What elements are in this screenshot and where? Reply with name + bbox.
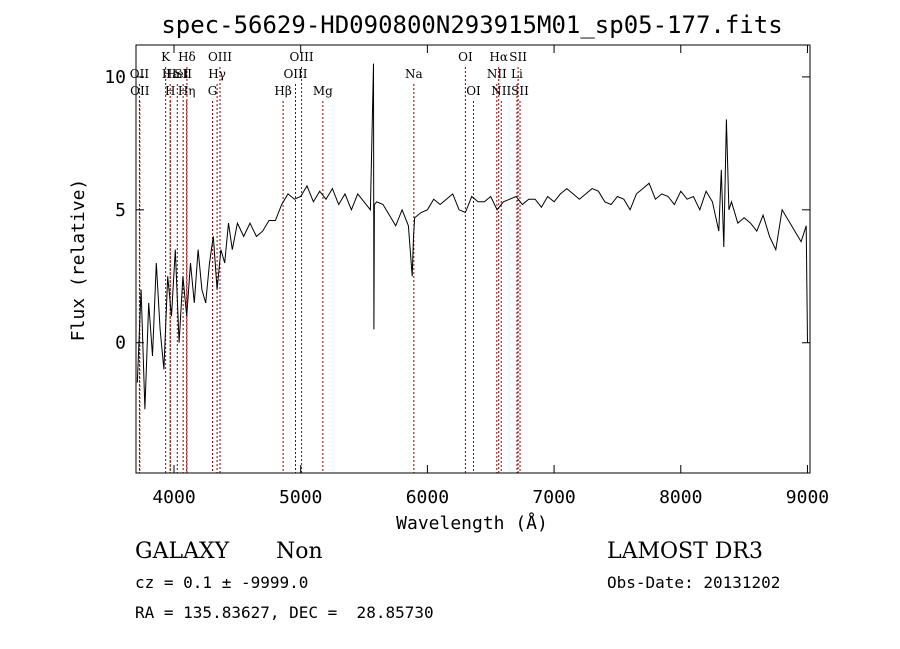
line-marker-label: OIII: [208, 50, 232, 64]
line-marker-label: Hβ: [274, 84, 291, 98]
line-marker-label: OIII: [290, 50, 314, 64]
y-tick-label: 10: [104, 67, 126, 88]
line-marker-label: OI: [466, 84, 481, 98]
line-marker-label: NII: [491, 84, 511, 98]
line-marker-label: Hη: [178, 84, 196, 98]
line-marker-label: Hγ: [208, 67, 226, 81]
obs-date: Obs-Date: 20131202: [607, 573, 781, 592]
object-subclass: Non: [276, 539, 323, 564]
x-axis-ticks: 4000 5000 6000 7000 8000 9000: [152, 45, 829, 508]
line-marker-label: OII: [130, 84, 150, 98]
x-tick-label: 5000: [279, 487, 322, 508]
chart-title: spec-56629-HD090800N293915M01_sp05-177.f…: [161, 11, 782, 39]
line-marker-label: OI: [458, 50, 473, 64]
x-tick-label: 8000: [659, 487, 702, 508]
line-marker-label: SII: [174, 67, 192, 81]
line-marker-label: Li: [511, 67, 523, 81]
coordinates-line: RA = 135.83627, DEC = 28.85730: [135, 603, 434, 622]
line-marker-label: Mg: [313, 84, 333, 98]
line-marker-label: NII: [487, 67, 507, 81]
line-marker-label: Hα: [489, 50, 508, 64]
y-tick-label: 0: [115, 333, 126, 354]
line-marker-label: HeI: [166, 67, 189, 81]
x-tick-label: 6000: [406, 487, 449, 508]
line-marker-label: Hε: [162, 67, 179, 81]
line-marker-label: K: [161, 50, 171, 64]
plot-frame: [135, 44, 811, 474]
line-marker-label: H: [165, 84, 175, 98]
line-marker-label: OII: [130, 67, 150, 81]
line-marker-label: SII: [511, 84, 529, 98]
line-marker-label: SII: [509, 50, 527, 64]
line-markers: [138, 67, 521, 473]
line-marker-label: OIII: [283, 67, 307, 81]
x-tick-label: 7000: [532, 487, 575, 508]
y-tick-label: 5: [115, 200, 126, 221]
y-axis-ticks: 0 5 10: [104, 67, 810, 354]
line-marker-label: Hδ: [178, 50, 196, 64]
x-tick-label: 9000: [786, 487, 829, 508]
x-axis-label: Wavelength (Å): [396, 512, 548, 534]
line-marker-label: Na: [405, 67, 423, 81]
survey-name: LAMOST DR3: [607, 539, 763, 564]
y-axis-label: Flux (relative): [68, 179, 89, 342]
redshift-line: cz = 0.1 ± -9999.0: [135, 573, 309, 592]
x-tick-label: 4000: [152, 487, 195, 508]
line-marker-label: G: [208, 84, 218, 98]
spectrum-line: [136, 63, 808, 410]
object-class: GALAXY: [135, 539, 230, 564]
